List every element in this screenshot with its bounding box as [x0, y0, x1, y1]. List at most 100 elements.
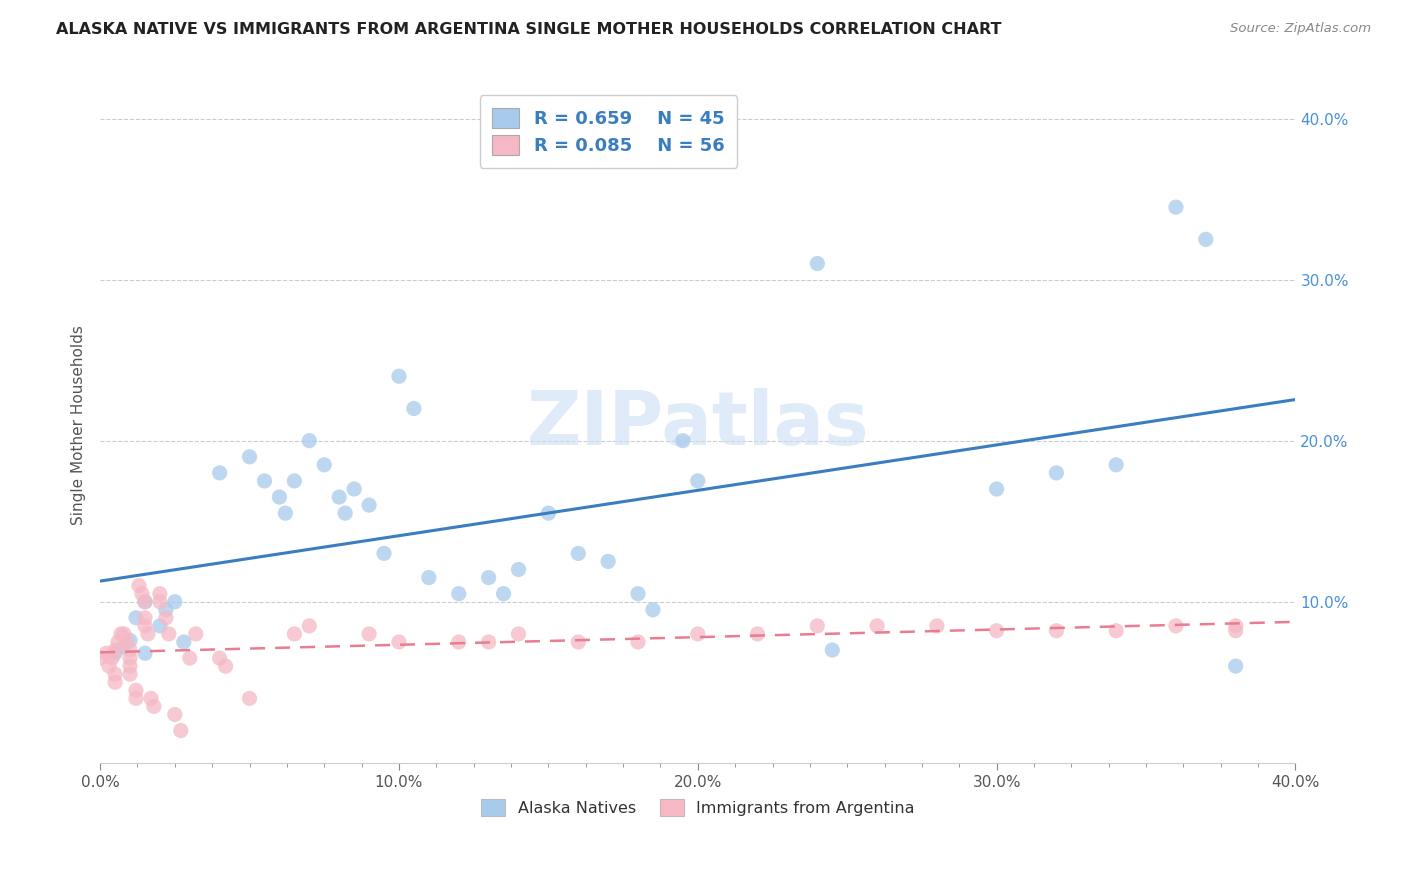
Point [208, 651, 231, 665]
Point [134, 595, 156, 609]
Point [238, 691, 260, 706]
Point [402, 401, 425, 416]
Point [986, 624, 1008, 638]
Point [283, 474, 305, 488]
Point [1195, 232, 1218, 246]
Point [149, 619, 172, 633]
Point [142, 699, 165, 714]
Point [253, 474, 276, 488]
Point [537, 506, 560, 520]
Point [418, 571, 440, 585]
Point [125, 611, 148, 625]
Point [238, 450, 260, 464]
Point [1225, 619, 1247, 633]
Point [1225, 624, 1247, 638]
Point [1105, 458, 1128, 472]
Point [134, 611, 156, 625]
Point [821, 643, 844, 657]
Point [359, 498, 381, 512]
Point [492, 587, 515, 601]
Point [134, 619, 156, 633]
Point [163, 595, 186, 609]
Point [314, 458, 336, 472]
Point [747, 627, 769, 641]
Point [478, 571, 501, 585]
Point [155, 603, 177, 617]
Point [104, 643, 127, 657]
Point [128, 579, 150, 593]
Point [925, 619, 948, 633]
Point [163, 707, 186, 722]
Point [184, 627, 207, 641]
Point [155, 611, 177, 625]
Point [806, 619, 828, 633]
Point [115, 635, 138, 649]
Point [208, 466, 231, 480]
Point [118, 651, 141, 665]
Point [373, 546, 395, 560]
Point [1164, 619, 1187, 633]
Point [686, 627, 709, 641]
Point [508, 627, 530, 641]
Point [131, 587, 153, 601]
Point [567, 546, 589, 560]
Point [112, 627, 135, 641]
Legend: Alaska Natives, Immigrants from Argentina: Alaska Natives, Immigrants from Argentin… [474, 793, 921, 822]
Point [627, 635, 650, 649]
Point [118, 633, 141, 648]
Point [1045, 466, 1067, 480]
Point [274, 506, 297, 520]
Point [598, 554, 620, 568]
Point [89, 651, 111, 665]
Point [118, 667, 141, 681]
Point [125, 683, 148, 698]
Point [214, 659, 236, 673]
Point [672, 434, 695, 448]
Point [388, 635, 411, 649]
Point [118, 643, 141, 657]
Point [1225, 659, 1247, 673]
Point [134, 646, 156, 660]
Point [388, 369, 411, 384]
Point [283, 627, 305, 641]
Point [986, 482, 1008, 496]
Point [149, 587, 172, 601]
Text: ALASKA NATIVE VS IMMIGRANTS FROM ARGENTINA SINGLE MOTHER HOUSEHOLDS CORRELATION : ALASKA NATIVE VS IMMIGRANTS FROM ARGENTI… [56, 22, 1001, 37]
Point [478, 635, 501, 649]
Point [101, 651, 124, 665]
Point [98, 659, 121, 673]
Point [508, 562, 530, 576]
Point [149, 595, 172, 609]
Point [94, 646, 117, 660]
Point [179, 651, 201, 665]
Point [170, 723, 193, 738]
Point [866, 619, 889, 633]
Point [136, 627, 159, 641]
Point [118, 659, 141, 673]
Text: ZIPatlas: ZIPatlas [526, 388, 869, 461]
Point [333, 506, 356, 520]
Point [1105, 624, 1128, 638]
Point [627, 587, 650, 601]
Point [298, 619, 321, 633]
Point [447, 587, 470, 601]
Point [173, 635, 195, 649]
Point [110, 627, 132, 641]
Point [125, 691, 148, 706]
Point [806, 256, 828, 270]
Point [1045, 624, 1067, 638]
Point [104, 646, 127, 660]
Point [269, 490, 291, 504]
Point [1164, 200, 1187, 214]
Point [157, 627, 180, 641]
Point [107, 635, 129, 649]
Point [447, 635, 470, 649]
Point [343, 482, 366, 496]
Point [112, 640, 135, 654]
Point [641, 603, 664, 617]
Point [328, 490, 350, 504]
Point [567, 635, 589, 649]
Point [104, 675, 127, 690]
Point [139, 691, 162, 706]
Point [686, 474, 709, 488]
